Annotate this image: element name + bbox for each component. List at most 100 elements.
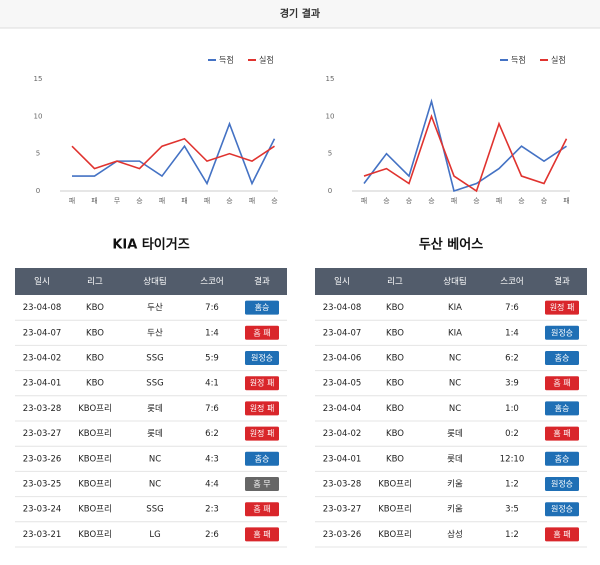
cell-text: KIA: [448, 303, 462, 313]
result-label: 원정 패: [250, 378, 275, 388]
cell-text: 23-04-06: [323, 354, 362, 364]
cell-text: 23-04-01: [323, 454, 362, 464]
y-tick-label: 15: [34, 75, 43, 83]
cell-text: 키움: [447, 480, 463, 490]
result-label: 홈승: [555, 453, 570, 463]
result-badge: [245, 300, 279, 315]
result-badge: [245, 325, 279, 340]
x-tick-label: 승: [226, 197, 233, 205]
result-label: 원정 패: [250, 403, 275, 413]
result-badge: [545, 426, 579, 441]
x-tick-label: 승: [541, 197, 548, 205]
cell-text: 1:2: [505, 530, 519, 540]
column-header: 결과: [554, 276, 570, 287]
cell-text: KBO프리: [78, 530, 112, 540]
cell-text: NC: [449, 354, 461, 364]
x-tick-label: 패: [91, 196, 97, 205]
cell-text: 4:3: [205, 454, 219, 464]
y-tick-label: 10: [326, 112, 335, 120]
x-tick-label: 승: [271, 197, 278, 205]
column-header: 스코어: [200, 276, 223, 287]
cell-text: 23-04-05: [323, 379, 362, 389]
cell-text: 2:6: [205, 530, 219, 540]
team-title: KIA 타이거즈: [112, 237, 189, 253]
cell-text: KBO: [86, 379, 104, 389]
cell-text: KBO: [386, 328, 404, 338]
y-tick-label: 0: [36, 187, 40, 195]
cell-text: KBO: [386, 404, 404, 414]
result-label: 홈 패: [253, 327, 270, 337]
y-tick-label: 5: [328, 150, 332, 158]
cell-text: KBO프리: [78, 404, 112, 414]
cell-text: LG: [149, 530, 160, 540]
cell-text: NC: [449, 404, 461, 414]
cell-text: 7:6: [205, 303, 219, 313]
result-label: 원정승: [551, 479, 573, 489]
y-tick-label: 0: [328, 187, 332, 195]
x-tick-label: 승: [473, 197, 480, 205]
result-badge: [245, 351, 279, 365]
cell-text: 두산: [147, 327, 163, 338]
cell-text: 3:9: [505, 379, 519, 389]
cell-text: 23-04-01: [23, 379, 62, 389]
result-badge: [245, 451, 279, 466]
result-label: 홈승: [255, 302, 270, 312]
header-bar: [0, 0, 600, 28]
cell-text: 23-04-02: [323, 429, 362, 439]
cell-text: KBO: [386, 429, 404, 439]
legend-label: 득점: [511, 55, 526, 65]
cell-text: 1:4: [505, 328, 519, 338]
cell-text: 6:2: [505, 354, 519, 364]
result-label: 홈승: [255, 453, 270, 463]
result-label: 홈승: [555, 353, 570, 363]
result-badge: [545, 325, 579, 340]
cell-text: KBO프리: [378, 480, 412, 490]
result-badge: [545, 477, 579, 491]
legend-label: 실점: [551, 55, 566, 65]
cell-text: 23-03-24: [23, 505, 62, 515]
cell-text: 3:5: [505, 505, 519, 515]
cell-text: 키움: [447, 505, 463, 515]
cell-text: KBO: [386, 379, 404, 389]
cell-text: 23-03-26: [23, 454, 62, 464]
cell-text: 23-04-07: [323, 328, 362, 338]
cell-text: 23-04-04: [323, 404, 362, 414]
result-label: 홈 무: [253, 479, 270, 489]
cell-text: SSG: [146, 379, 163, 389]
result-badge: [545, 502, 579, 517]
result-label: 원정승: [551, 327, 573, 337]
result-badge: [545, 376, 579, 391]
cell-text: NC: [149, 454, 161, 464]
result-badge: [245, 477, 279, 491]
cell-text: KBO프리: [78, 505, 112, 515]
cell-text: KBO프리: [378, 530, 412, 540]
result-label: 원정 패: [550, 302, 575, 312]
column-header: 일시: [34, 277, 50, 287]
cell-text: 4:1: [205, 379, 219, 389]
y-tick-label: 15: [326, 75, 335, 83]
cell-text: 6:2: [205, 429, 219, 439]
cell-text: 12:10: [500, 454, 525, 464]
cell-text: NC: [149, 480, 161, 490]
result-badge: [545, 527, 579, 542]
result-label: 홈승: [555, 403, 570, 413]
result-label: 홈 패: [553, 378, 570, 388]
table-header: [15, 268, 287, 295]
y-tick-label: 5: [36, 150, 40, 158]
cell-text: 1:0: [505, 404, 519, 414]
result-badge: [245, 426, 279, 441]
column-header: 결과: [254, 276, 270, 287]
x-tick-label: 패: [361, 196, 367, 205]
x-tick-label: 패: [159, 196, 165, 205]
result-label: 원정 패: [250, 428, 275, 438]
column-header: 일시: [334, 277, 350, 287]
result-label: 홈 패: [253, 529, 270, 539]
result-label: 원정승: [551, 504, 573, 514]
result-badge: [245, 401, 279, 416]
cell-text: SSG: [146, 354, 163, 364]
column-header: 리그: [387, 277, 403, 287]
cell-text: KBO: [386, 454, 404, 464]
cell-text: KBO: [86, 303, 104, 313]
column-header: 상대팀: [143, 276, 166, 287]
